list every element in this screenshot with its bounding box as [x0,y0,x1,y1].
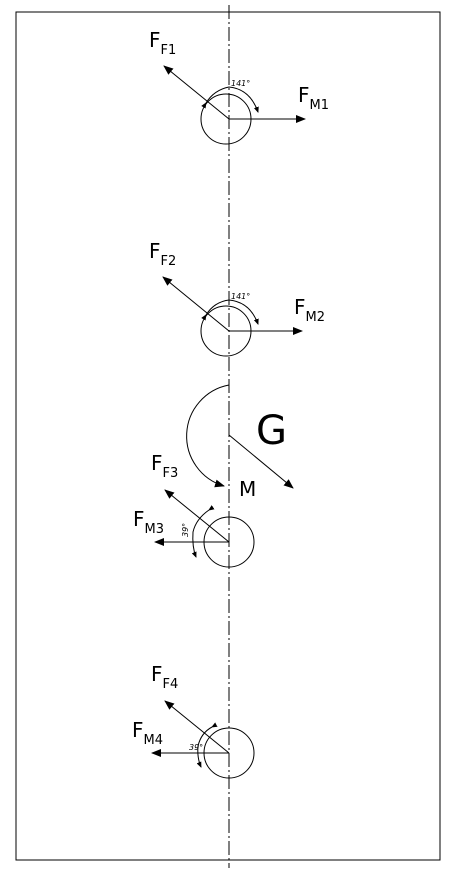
label-fm1: FM1 [298,83,329,113]
label-fm2: FM2 [294,295,325,325]
label-ff4: FF4 [151,662,178,692]
arrow-ff2 [162,276,230,332]
label-ff1: FF1 [149,28,176,58]
force-group-3: 39° FF3 FM3 [133,451,255,568]
angle-label-3: 39° [181,523,190,537]
force-group-2: 141° FF2 FM2 [149,239,325,357]
label-ff3: FF3 [151,451,178,481]
label-fm3: FM3 [133,507,164,537]
angle-label-2: 141° [231,292,250,301]
label-m: M [239,477,256,501]
moment-and-weight: G M [186,384,294,501]
angle-label-1: 141° [231,79,250,88]
arrow-g [228,434,294,489]
arrow-ff1 [163,65,230,120]
angle-label-4: 39° [189,743,203,752]
frame-border [15,11,441,861]
angle-arc-4 [196,722,218,768]
force-group-1: 141° FF1 FM1 [149,28,329,145]
label-g: G [256,408,287,454]
angle-arc-1 [201,86,259,113]
arrow-ff3 [164,489,230,543]
moment-arc [186,384,230,488]
label-ff2: FF2 [149,239,176,269]
angle-arc-3 [191,505,215,558]
angle-arc-2 [201,299,259,325]
label-fm4: FM4 [132,718,163,748]
force-group-4: 39° FF4 FM4 [132,662,255,779]
